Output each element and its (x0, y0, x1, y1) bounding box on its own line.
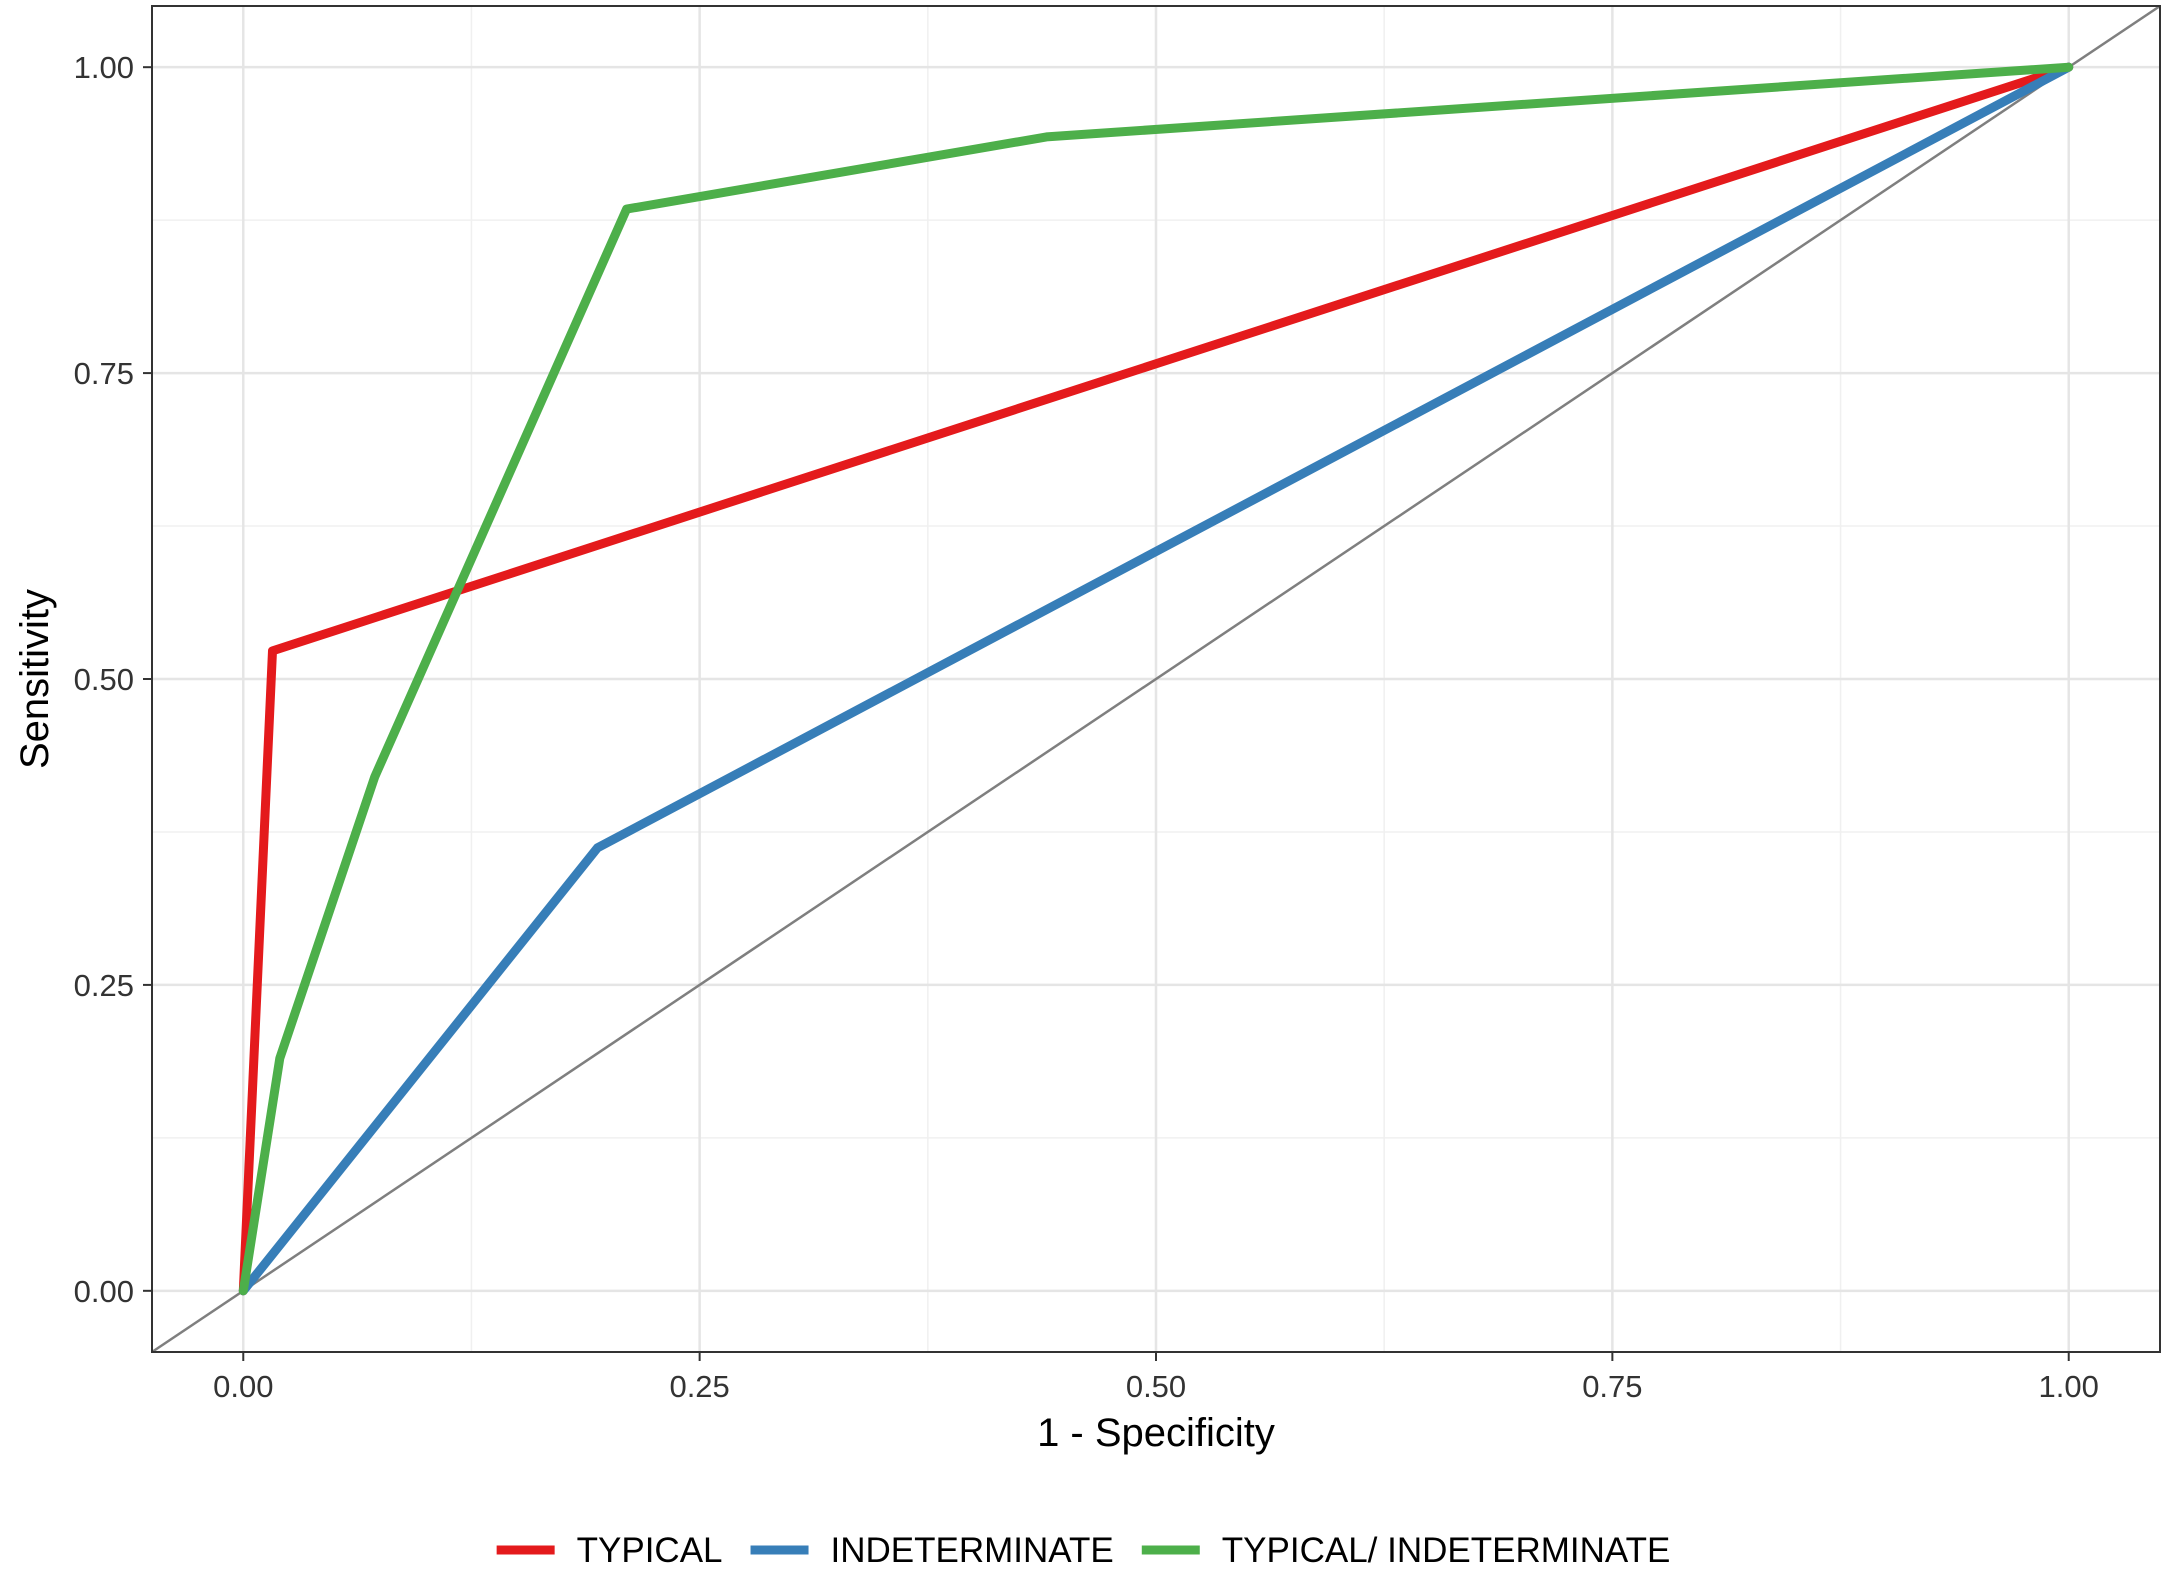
x-tick-label: 0.50 (1126, 1369, 1186, 1404)
y-tick-label: 0.25 (74, 968, 134, 1003)
y-tick-label: 0.50 (74, 662, 134, 697)
legend: TYPICAL INDETERMINATE TYPICAL/ INDETERMINA… (496, 1531, 1671, 1570)
y-tick-label: 0.75 (74, 356, 134, 391)
y-tick-label: 0.00 (74, 1274, 134, 1309)
series-layer (238, 62, 2074, 1296)
x-tick-label: 1.00 (2039, 1369, 2099, 1404)
series-line-2 (238, 62, 2074, 1296)
x-axis: 0.00 0.25 0.50 0.75 1.00 (213, 1352, 2099, 1404)
x-tick-label: 0.75 (1582, 1369, 1642, 1404)
y-axis: 0.00 0.25 0.50 0.75 1.00 (74, 50, 152, 1309)
reference-line-layer (151, 4, 2161, 1354)
y-tick-label: 1.00 (74, 50, 134, 85)
x-axis-title: 1 - Specificity (1037, 1411, 1275, 1455)
diagonal-reference-line (151, 4, 2161, 1354)
legend-label: TYPICAL/ INDETERMINATE (1222, 1531, 1671, 1570)
series-line-3 (238, 62, 2074, 1296)
y-axis-title: Sensitivity (13, 589, 57, 769)
legend-label: INDETERMINATE (831, 1531, 1114, 1570)
x-tick-label: 0.00 (213, 1369, 273, 1404)
series-line-1 (238, 62, 2074, 1296)
legend-label: TYPICAL (577, 1531, 723, 1570)
x-tick-label: 0.25 (669, 1369, 729, 1404)
